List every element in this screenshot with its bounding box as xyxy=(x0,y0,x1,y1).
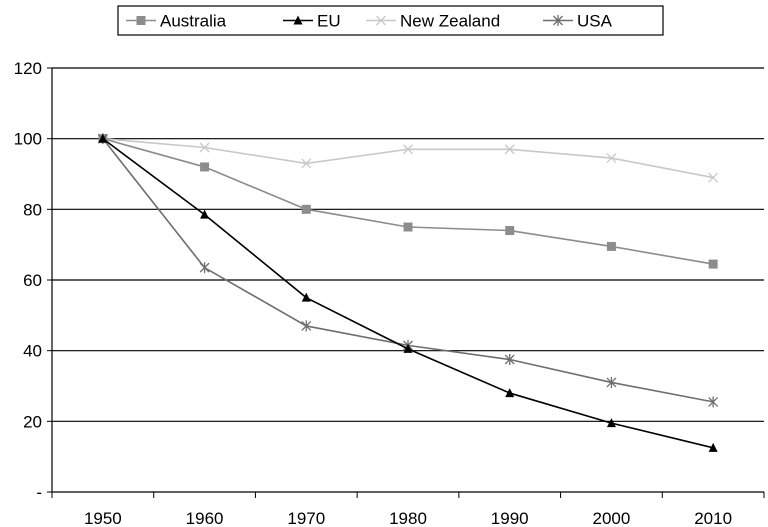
data-point-eu xyxy=(708,442,718,452)
legend-marker-eu xyxy=(293,15,303,25)
x-tick-label: 2000 xyxy=(593,509,631,527)
data-point-eu xyxy=(200,209,210,219)
series-lines xyxy=(97,133,719,452)
data-point-eu xyxy=(403,343,413,353)
legend-item-usa: USA xyxy=(543,12,613,31)
legend-marker-usa xyxy=(553,15,563,26)
x-tick-label: 1990 xyxy=(491,509,529,527)
data-point-australia xyxy=(301,204,311,214)
legend-item-new-zealand: New Zealand xyxy=(366,12,500,31)
data-point-eu xyxy=(301,292,311,302)
data-point-new-zealand xyxy=(199,142,210,153)
y-tick-label: - xyxy=(36,483,42,502)
y-tick-label: 20 xyxy=(23,412,42,431)
legend-label: New Zealand xyxy=(400,12,500,31)
series-new-zealand xyxy=(97,133,719,183)
data-point-australia xyxy=(403,222,413,232)
legend-label: Australia xyxy=(160,12,227,31)
data-point-eu xyxy=(505,388,515,398)
data-point-new-zealand xyxy=(403,144,413,155)
data-point-new-zealand xyxy=(708,172,719,183)
series-line-australia xyxy=(102,137,714,265)
legend-label: EU xyxy=(317,12,341,31)
axes: - 20 40 60 80 100 120 1950 1960 1970 1980 1990 2000 2… xyxy=(14,59,765,527)
series-line-new-zealand xyxy=(102,137,714,179)
gridlines xyxy=(52,67,764,422)
legend-item-eu: EU xyxy=(283,12,341,31)
x-tick-label: 1960 xyxy=(186,509,224,527)
data-point-australia xyxy=(200,162,210,172)
y-tick-label: 120 xyxy=(14,59,42,78)
x-tick-label: 1950 xyxy=(84,509,122,527)
series-usa xyxy=(97,133,719,408)
legend-label: USA xyxy=(577,12,613,31)
data-point-usa xyxy=(708,396,719,408)
data-point-eu xyxy=(98,133,108,143)
legend-marker-australia xyxy=(136,16,146,25)
series-australia xyxy=(98,134,718,269)
data-point-australia xyxy=(505,226,515,236)
data-point-usa xyxy=(606,376,617,388)
data-point-usa xyxy=(199,262,210,274)
series-line-eu xyxy=(102,138,714,449)
x-tick-label: 1980 xyxy=(389,509,427,527)
data-point-new-zealand xyxy=(606,153,617,164)
y-tick-label: 40 xyxy=(23,342,42,361)
x-tick-label: 2010 xyxy=(694,509,732,527)
data-point-new-zealand xyxy=(504,144,515,155)
data-point-australia xyxy=(606,241,616,251)
data-point-usa xyxy=(504,354,515,365)
legend: Australia EU New Zealand USA xyxy=(117,5,664,36)
y-tick-label: 100 xyxy=(14,130,42,149)
y-tick-label: 80 xyxy=(23,200,42,219)
series-line-usa xyxy=(102,138,714,403)
data-point-australia xyxy=(708,259,718,269)
data-point-eu xyxy=(606,418,616,428)
legend-marker-new-zealand xyxy=(376,15,386,26)
data-point-usa xyxy=(301,320,312,332)
x-tick-label: 1970 xyxy=(287,509,325,527)
data-point-new-zealand xyxy=(301,158,312,169)
y-tick-label: 60 xyxy=(23,271,42,290)
legend-item-australia: Australia xyxy=(126,12,227,31)
series-eu xyxy=(98,133,718,452)
